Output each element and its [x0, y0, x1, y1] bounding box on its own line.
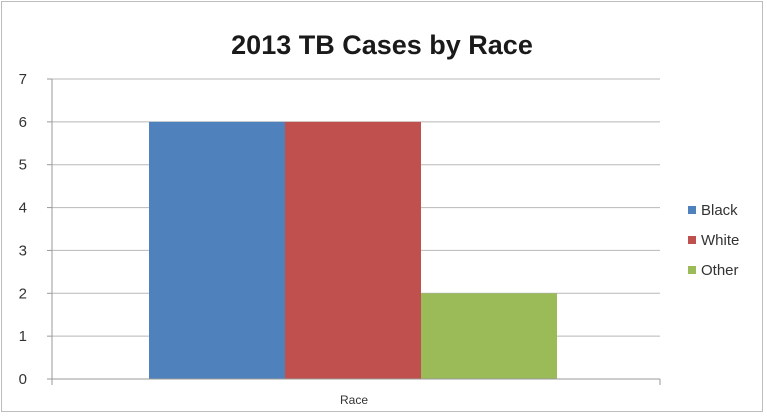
chart-frame: 2013 TB Cases by Race 0 1 2 3 4 5 6 7 Race Blac… [1, 1, 763, 412]
legend-label-black: Black [701, 202, 738, 219]
bar-white [285, 121, 421, 379]
legend-swatch-black [688, 206, 696, 214]
y-tick-label: 6 [19, 114, 27, 131]
legend: Black White Other [688, 202, 739, 279]
chart-svg: 2013 TB Cases by Race 0 1 2 3 4 5 6 7 Race Blac… [19, 30, 740, 407]
y-tick-label: 1 [19, 328, 27, 345]
chart-title: 2013 TB Cases by Race [231, 30, 533, 60]
axes [51, 79, 661, 385]
y-tick-label: 3 [19, 242, 27, 259]
bars [149, 121, 557, 379]
legend-swatch-other [688, 266, 696, 274]
y-tick-label: 0 [19, 371, 27, 388]
legend-swatch-white [688, 236, 696, 244]
y-tick-label: 2 [19, 285, 27, 302]
bar-black [149, 121, 285, 379]
legend-label-other: Other [701, 262, 739, 279]
y-tick-label: 4 [19, 200, 27, 217]
bar-other [421, 293, 557, 379]
y-tick-label: 5 [19, 157, 27, 174]
legend-label-white: White [701, 232, 739, 249]
y-tick-label: 7 [19, 71, 27, 88]
y-axis-ticks: 0 1 2 3 4 5 6 7 [19, 71, 52, 388]
x-axis-label: Race [340, 393, 368, 407]
